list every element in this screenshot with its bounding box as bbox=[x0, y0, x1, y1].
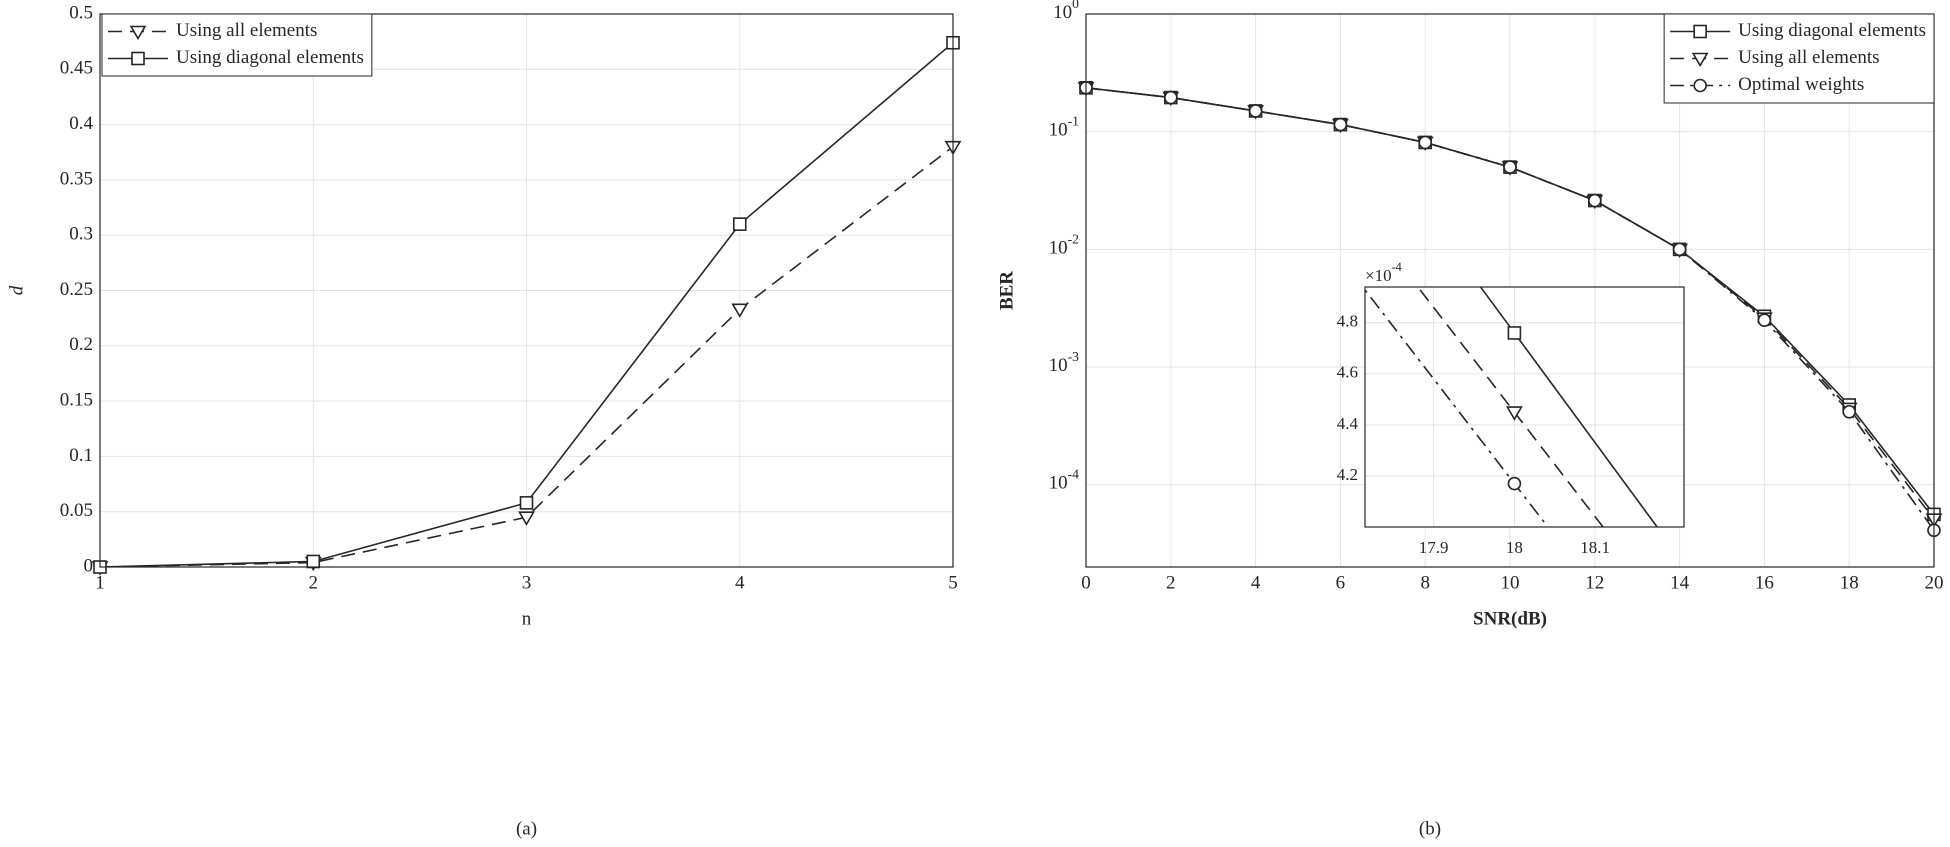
x-tick-label: 8 bbox=[1420, 572, 1430, 593]
y-tick-label: 0.05 bbox=[60, 500, 93, 521]
x-tick-label: 20 bbox=[1925, 572, 1944, 593]
y-axis-label: BER bbox=[996, 271, 1017, 310]
y-tick-label: 10-1 bbox=[1049, 114, 1080, 141]
y-tick-label: 0.5 bbox=[69, 2, 93, 23]
chart-panel: 0 2 4 6 8 10 12 14 16 18 20 10-4 10-3 10-2 10-1 100 SNR(… bbox=[996, 0, 1943, 839]
x-tick-label: 14 bbox=[1670, 572, 1690, 593]
y-tick-label: 0.35 bbox=[60, 168, 93, 189]
x-tick-label: 2 bbox=[1166, 572, 1176, 593]
y-tick-label: 10-2 bbox=[1049, 232, 1080, 259]
legend-label: Optimal weights bbox=[1738, 74, 1864, 95]
y-axis-label: d bbox=[6, 285, 27, 295]
x-tick-label: 2 bbox=[309, 572, 319, 593]
chart-panel: 1 2 3 4 5 0 0.05 0.1 0.15 0.2 0.25 0.3 0.35 0.4 0.45 0.… bbox=[6, 2, 962, 839]
legend: Using all elements Using diagonal element… bbox=[101, 13, 373, 77]
axes-box bbox=[99, 13, 954, 568]
y-tick-label: 0.25 bbox=[60, 279, 93, 300]
caption: (b) bbox=[1419, 818, 1441, 839]
y-tick-label: 4.4 bbox=[1337, 414, 1359, 433]
x-axis-label: n bbox=[522, 608, 532, 629]
marker bbox=[1507, 326, 1522, 340]
y-tick-label: 0 bbox=[84, 555, 94, 576]
y-tick-label: 4.8 bbox=[1337, 312, 1358, 331]
x-tick-label: 5 bbox=[948, 572, 958, 593]
marker bbox=[129, 25, 147, 41]
legend: Using diagonal elements Using all element… bbox=[1663, 13, 1935, 104]
marker bbox=[1691, 52, 1709, 68]
marker bbox=[1693, 78, 1707, 93]
x-tick-label: 1 bbox=[95, 572, 105, 593]
legend-label: Using diagonal elements bbox=[1738, 20, 1926, 41]
x-tick-label: 3 bbox=[522, 572, 532, 593]
marker bbox=[1506, 406, 1523, 421]
x-tick-label: 12 bbox=[1585, 572, 1604, 593]
axes-box bbox=[1085, 13, 1935, 568]
x-tick-label: 4 bbox=[1251, 572, 1261, 593]
marker bbox=[732, 217, 747, 231]
y-tick-label: 0.4 bbox=[69, 113, 93, 134]
x-tick-label: 6 bbox=[1336, 572, 1346, 593]
inset: 17.9 18 18.1 4.2 4.4 4.6 4.8 ×10-4 bbox=[1337, 260, 1685, 557]
y-tick-label: 0.2 bbox=[69, 334, 93, 355]
y-tick-label: 0.15 bbox=[60, 389, 93, 410]
marker bbox=[1672, 242, 1687, 257]
y-tick-label: 10-4 bbox=[1049, 467, 1080, 494]
plot-area bbox=[1365, 287, 1684, 527]
marker bbox=[1248, 104, 1263, 118]
x-tick-label: 4 bbox=[735, 572, 745, 593]
axes-box bbox=[1364, 286, 1685, 528]
marker bbox=[518, 511, 535, 526]
caption: (a) bbox=[516, 818, 537, 839]
x-tick-label: 18 bbox=[1506, 538, 1523, 557]
axis-multiplier: ×10-4 bbox=[1365, 260, 1402, 285]
marker bbox=[519, 496, 534, 510]
x-axis-label: SNR(dB) bbox=[1473, 608, 1547, 629]
legend-box bbox=[101, 13, 373, 77]
marker bbox=[731, 303, 749, 318]
x-tick-label: 16 bbox=[1755, 572, 1774, 593]
legend-label: Using diagonal elements bbox=[176, 47, 364, 68]
marker bbox=[1503, 160, 1517, 174]
y-tick-label: 4.2 bbox=[1337, 465, 1358, 484]
marker bbox=[306, 554, 321, 569]
x-tick-label: 10 bbox=[1501, 572, 1520, 593]
marker bbox=[1693, 24, 1707, 39]
x-tick-label: 17.9 bbox=[1419, 538, 1449, 557]
legend-box bbox=[1663, 13, 1935, 104]
x-tick-label: 18.1 bbox=[1580, 538, 1610, 557]
marker bbox=[1164, 90, 1178, 105]
y-tick-label: 4.6 bbox=[1337, 363, 1358, 382]
y-tick-label: 0.1 bbox=[69, 445, 93, 466]
y-tick-label: 10-3 bbox=[1049, 349, 1080, 376]
legend-label: Using all elements bbox=[176, 20, 317, 41]
y-tick-label: 100 bbox=[1053, 0, 1079, 23]
marker bbox=[1757, 313, 1772, 328]
y-tick-label: 0.45 bbox=[60, 58, 93, 79]
legend-label: Using all elements bbox=[1738, 47, 1879, 68]
marker bbox=[1418, 135, 1432, 150]
x-tick-label: 0 bbox=[1081, 572, 1091, 593]
y-tick-label: 0.3 bbox=[69, 224, 93, 245]
marker bbox=[1333, 117, 1348, 132]
marker bbox=[1588, 193, 1602, 208]
series-line bbox=[1086, 87, 1934, 520]
marker bbox=[131, 51, 145, 66]
marker bbox=[1507, 476, 1522, 491]
marker bbox=[1842, 404, 1856, 419]
x-tick-label: 18 bbox=[1840, 572, 1859, 593]
